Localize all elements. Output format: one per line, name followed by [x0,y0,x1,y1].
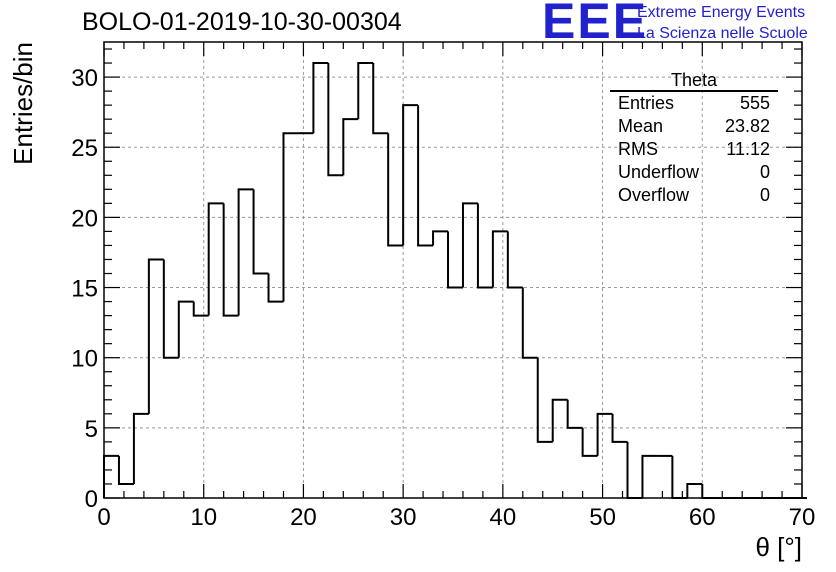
y-tick-label: 15 [71,276,98,303]
histogram-bin [596,412,613,456]
x-axis-label: θ [°] [755,532,802,562]
stats-box: Theta Entries 555 Mean 23.82 RMS 11.12 U… [610,70,778,207]
histogram-bin [372,63,389,135]
histogram-bin [671,455,688,499]
y-tick-label: 20 [71,205,98,232]
stats-row-underflow: Underflow 0 [610,161,778,184]
histogram-bin [267,273,284,303]
histogram-bin [476,203,493,289]
stats-value: 0 [759,162,770,182]
histogram-bin [701,483,718,499]
histogram-bin [222,203,239,317]
histogram-bin [626,441,643,499]
stats-label: Entries [618,93,675,113]
y-tick-label: 30 [71,65,98,92]
histogram-bin [611,413,628,443]
plot-frame [103,41,803,499]
histogram-bin [581,427,598,457]
histogram-bin [417,105,434,247]
histogram-bin [117,455,134,485]
stats-value: 555 [739,93,770,113]
stats-title: Theta [610,70,778,92]
histogram-bin [192,301,209,317]
stats-label: Overflow [618,185,690,205]
histogram-bin [147,258,164,414]
x-tick-label: 30 [390,504,417,531]
histogram-bin [461,202,478,288]
axis-layer: 0 10 20 30 40 50 60 70 0 5 10 15 20 25 30 θ [°] Entries/… [8,41,816,562]
histogram-bin [402,104,419,246]
stats-value: 23.82 [724,116,770,136]
x-tick-label: 0 [97,504,110,531]
stats-row-entries: Entries 555 [610,92,778,115]
histogram-bin [327,63,344,177]
stats-row-mean: Mean 23.82 [610,115,778,138]
logo-subtitle-line1: Extreme Energy Events [637,4,806,21]
histogram-bin [237,188,254,316]
histogram-bin [432,230,449,246]
stats-row-overflow: Overflow 0 [610,184,778,207]
histogram-bin [566,399,583,429]
histogram-layer [103,62,807,499]
x-tick-label: 10 [190,504,217,531]
histogram-bin [521,287,538,359]
x-tick-label: 40 [490,504,517,531]
histogram-bin [491,230,508,288]
histogram-bin [132,412,149,484]
x-tick-label: 70 [789,504,816,531]
grid-layer [104,42,802,498]
histogram-bin [551,398,568,442]
stats-label: Mean [618,116,664,136]
histogram-bin [536,357,553,443]
y-tick-label: 5 [85,416,98,443]
stats-value: 0 [759,185,770,205]
histogram-bin [506,231,523,289]
histogram-bin [177,300,194,358]
stats-label: Underflow [618,162,700,182]
histogram-bin [447,231,463,289]
histogram-bin [103,454,119,498]
histogram-bin [387,133,404,247]
x-tick-label: 50 [589,504,616,531]
x-tick-label: 60 [689,504,716,531]
x-tick-label: 20 [290,504,317,531]
histogram-bin [282,132,299,302]
histogram-bin [641,454,658,498]
histogram-bin [342,118,359,176]
y-tick-label: 0 [85,486,98,513]
stats-label: RMS [618,139,658,159]
chart-title: BOLO-01-2019-10-30-00304 [82,8,402,36]
histogram-bin [162,259,179,359]
y-tick-label: 10 [71,346,98,373]
logo-subtitle-line2: La Scienza nelle Scuole [637,25,808,42]
histogram-bin [207,202,224,316]
eee-logo: EEE [542,0,649,49]
histogram-bin [252,189,269,275]
histogram-bin [686,482,703,498]
stats-row-rms: RMS 11.12 [610,138,778,161]
y-tick-label: 25 [71,135,98,162]
histogram-bin [357,62,374,120]
stats-value: 11.12 [726,139,770,159]
y-axis-label: Entries/bin [8,42,38,165]
histogram-bin [312,62,329,134]
